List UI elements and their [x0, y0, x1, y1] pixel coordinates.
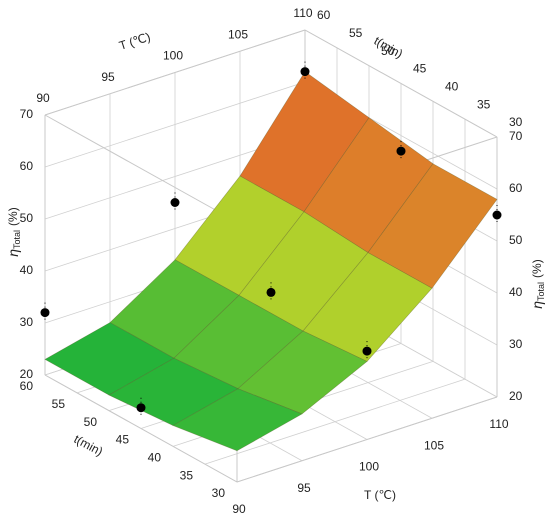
z-tick-label: 60 — [20, 159, 34, 173]
box-edge — [44, 374, 238, 483]
x-tick-label-top: 95 — [101, 70, 115, 84]
box-edge — [44, 114, 238, 223]
grid-line — [204, 378, 466, 465]
box-edge — [44, 29, 306, 116]
y-tick-label-top: 50 — [381, 44, 395, 58]
data-point — [40, 308, 50, 318]
z-subscript: Total — [12, 230, 22, 249]
y-tick-label-top: 35 — [477, 97, 491, 111]
x-tick-label: 100 — [359, 460, 379, 474]
x-axis-title-top: T (℃) — [117, 30, 152, 53]
z-tick-label: 20 — [20, 367, 34, 381]
z-tick-label: 50 — [20, 211, 34, 225]
x-tick-label-top: 110 — [293, 6, 312, 20]
x-tick-label: 95 — [297, 481, 311, 495]
z-symbol: η — [5, 249, 21, 257]
x-tick-label-top: 90 — [36, 91, 50, 105]
y-tick-label: 55 — [52, 397, 66, 411]
z-tick-label-right: 50 — [509, 233, 523, 247]
z-axis-title-right: ηTotal (%) — [529, 259, 547, 308]
data-point — [362, 346, 372, 356]
z-subscript: Total — [536, 282, 546, 301]
annotations: 90 90 95 95 100 100 105 105 110 110 30 30 35 35 40 40 45… — [20, 6, 523, 516]
data-point — [170, 198, 180, 207]
y-tick-label: 45 — [116, 433, 130, 447]
y-tick-label: 60 — [20, 379, 34, 393]
x-tick-label-top: 100 — [163, 49, 183, 63]
box-edge — [236, 396, 498, 483]
y-tick-label-top: 45 — [413, 62, 427, 76]
x-tick-label-top: 105 — [228, 27, 248, 41]
data-point — [492, 210, 502, 220]
z-tick-label-right: 20 — [509, 389, 523, 403]
data-point — [396, 146, 406, 156]
x-tick-label: 110 — [489, 417, 508, 431]
surface-patch — [172, 388, 303, 452]
z-unit: (%) — [6, 207, 20, 226]
data-point — [266, 287, 276, 297]
z-unit: (%) — [530, 259, 544, 278]
z-axis-title: ηTotal (%) — [5, 207, 23, 256]
y-tick-label: 50 — [84, 415, 98, 429]
y-tick-label-top: 40 — [445, 80, 459, 94]
box-edge — [304, 29, 498, 138]
grid-line — [44, 81, 306, 168]
y-tick-label: 40 — [148, 451, 162, 465]
y-axis-title: t(min) — [72, 432, 106, 459]
z-tick-label-right: 40 — [509, 285, 523, 299]
z-tick-label: 70 — [20, 107, 34, 121]
y-tick-label-top: 55 — [349, 26, 363, 40]
z-tick-label-right: 60 — [509, 181, 523, 195]
y-tick-label-top: 30 — [509, 115, 523, 129]
z-tick-label: 40 — [20, 263, 34, 277]
y-tick-label: 30 — [212, 486, 226, 500]
x-axis-title: T (℃) — [364, 488, 396, 502]
z-tick-label: 30 — [20, 315, 34, 329]
x-tick-label: 105 — [424, 438, 444, 452]
surface-patch — [302, 252, 433, 362]
z-tick-label-right: 30 — [509, 337, 523, 351]
data-point — [136, 403, 146, 413]
x-tick-label: 90 — [232, 502, 246, 516]
surface-patch — [44, 322, 175, 396]
z-tick-label-right: 70 — [509, 129, 523, 143]
y-tick-label-top: 60 — [317, 8, 331, 22]
y-tick-label: 35 — [180, 468, 194, 482]
data-point — [300, 67, 310, 77]
z-symbol: η — [529, 301, 545, 309]
surface — [44, 71, 498, 452]
